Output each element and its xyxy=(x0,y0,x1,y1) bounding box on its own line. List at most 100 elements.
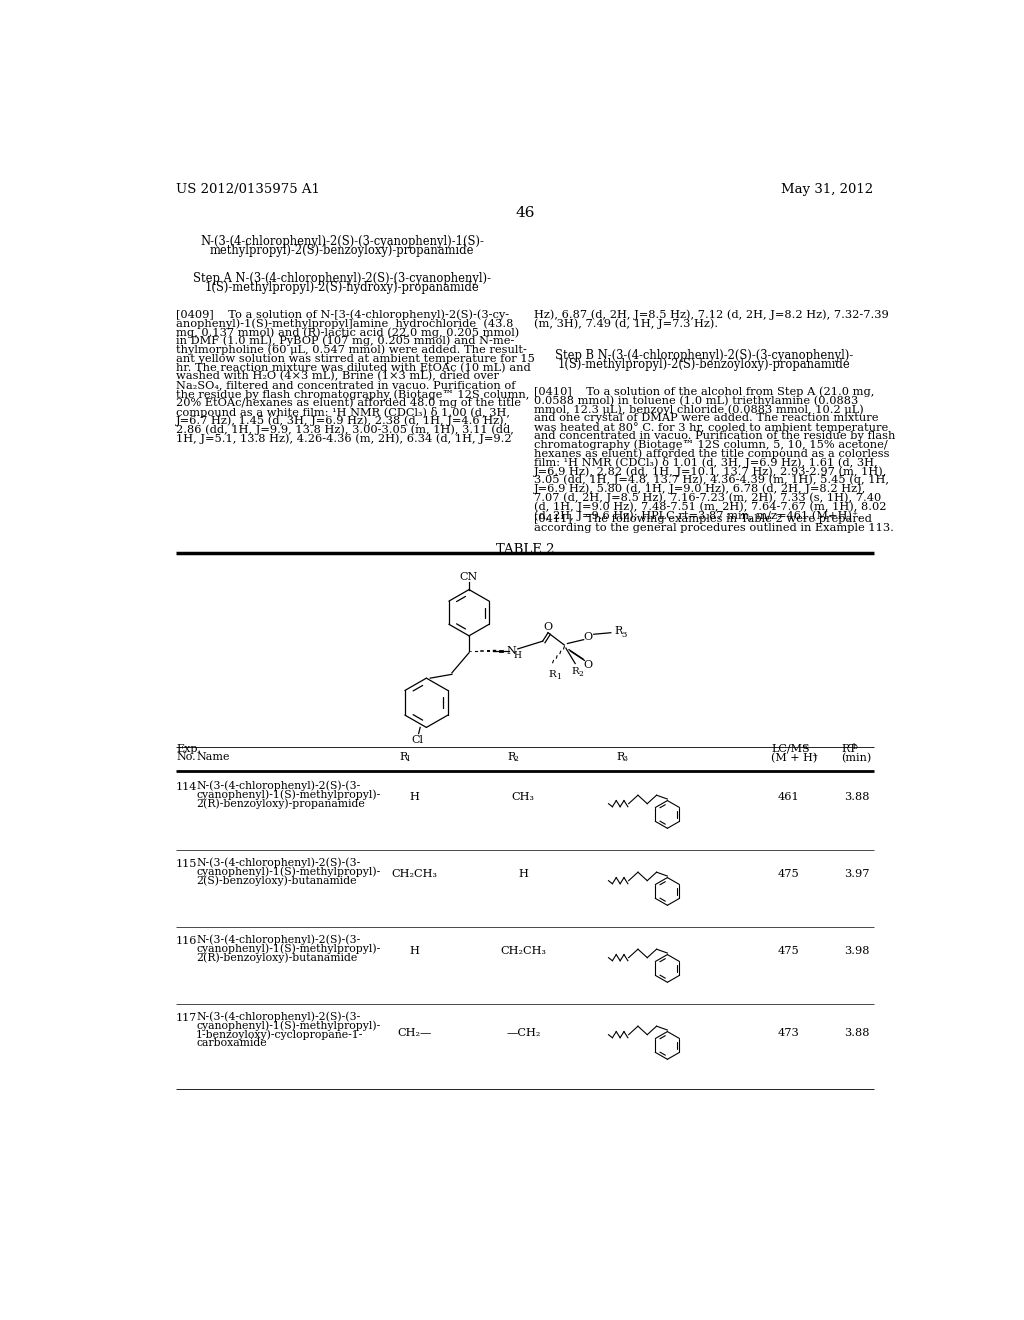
Text: H: H xyxy=(513,651,521,660)
Text: H: H xyxy=(410,792,420,803)
Text: cyanophenyl)-1(S)-methylpropyl)-: cyanophenyl)-1(S)-methylpropyl)- xyxy=(197,944,381,954)
Text: CH₂CH₃: CH₂CH₃ xyxy=(501,946,546,957)
Text: 20% EtOAc/hexanes as eluent) afforded 48.0 mg of the title: 20% EtOAc/hexanes as eluent) afforded 48… xyxy=(176,397,521,408)
Text: 3.05 (dd, 1H, J=4.8, 13.7 Hz), 4.36-4.39 (m, 1H), 5.45 (q, 1H,: 3.05 (dd, 1H, J=4.8, 13.7 Hz), 4.36-4.39… xyxy=(535,475,889,486)
Text: 1(S)-methylpropyl)-2(S)-benzoyloxy)-propanamide: 1(S)-methylpropyl)-2(S)-benzoyloxy)-prop… xyxy=(557,358,850,371)
Text: [0410]    To a solution of the alcohol from Step A (21.0 mg,: [0410] To a solution of the alcohol from… xyxy=(535,387,874,397)
Text: 117: 117 xyxy=(176,1014,198,1023)
Text: the residue by flash chromatography (Biotage™ 12S column,: the residue by flash chromatography (Bio… xyxy=(176,389,529,400)
Text: 461: 461 xyxy=(777,792,799,803)
Text: 3: 3 xyxy=(623,755,628,763)
Text: [0409]    To a solution of N-[3-(4-chlorophenyl)-2(S)-(3-cy-: [0409] To a solution of N-[3-(4-chloroph… xyxy=(176,309,509,319)
Text: Step B N-(3-(4-chlorophenyl)-2(S)-(3-cyanophenyl)-: Step B N-(3-(4-chlorophenyl)-2(S)-(3-cya… xyxy=(555,350,853,363)
Text: (min): (min) xyxy=(841,752,871,763)
Text: thylmorpholine (60 μL, 0.547 mmol) were added. The result-: thylmorpholine (60 μL, 0.547 mmol) were … xyxy=(176,345,527,355)
Text: 475: 475 xyxy=(777,946,799,957)
Text: was heated at 80° C. for 3 hr, cooled to ambient temperature: was heated at 80° C. for 3 hr, cooled to… xyxy=(535,422,889,433)
Text: RT: RT xyxy=(841,743,856,754)
Text: cyanophenyl)-1(S)-methylpropyl)-: cyanophenyl)-1(S)-methylpropyl)- xyxy=(197,866,381,876)
Text: H: H xyxy=(518,870,528,879)
Text: TABLE 2: TABLE 2 xyxy=(496,543,554,556)
Text: 1: 1 xyxy=(406,755,411,763)
Text: H: H xyxy=(410,946,420,957)
Text: b: b xyxy=(853,743,857,751)
Text: 473: 473 xyxy=(777,1028,799,1038)
Text: 115: 115 xyxy=(176,859,198,869)
Text: mg, 0.137 mmol) and (R)-lactic acid (22.0 mg, 0.205 mmol): mg, 0.137 mmol) and (R)-lactic acid (22.… xyxy=(176,327,519,338)
Text: according to the general procedures outlined in Example 113.: according to the general procedures outl… xyxy=(535,523,894,533)
Text: N-(3-(4-chlorophenyl)-2(S)-(3-: N-(3-(4-chlorophenyl)-2(S)-(3- xyxy=(197,935,360,945)
Text: Name: Name xyxy=(197,752,229,763)
Text: N-(3-(4-chlorophenyl)-2(S)-(3-: N-(3-(4-chlorophenyl)-2(S)-(3- xyxy=(197,858,360,869)
Text: 1(S)-methylpropyl)-2(S)-hydroxy)-propanamide: 1(S)-methylpropyl)-2(S)-hydroxy)-propana… xyxy=(205,281,479,294)
Text: (d, 2H, J=9.6 Hz); HPLC rt=3.87 min, m/z=461 (M+H)⁺.: (d, 2H, J=9.6 Hz); HPLC rt=3.87 min, m/z… xyxy=(535,511,862,521)
Text: in DMF (1.0 mL), PyBOP (107 mg, 0.205 mmol) and N-me-: in DMF (1.0 mL), PyBOP (107 mg, 0.205 mm… xyxy=(176,335,514,346)
Text: R: R xyxy=(548,669,556,678)
Text: Na₂SO₄, filtered and concentrated in vacuo. Purification of: Na₂SO₄, filtered and concentrated in vac… xyxy=(176,380,515,391)
Text: CH₂—: CH₂— xyxy=(397,1028,432,1038)
Text: O: O xyxy=(583,660,592,671)
Text: methylpropyl)-2(S)-benzoyloxy)-propanamide: methylpropyl)-2(S)-benzoyloxy)-propanami… xyxy=(210,244,474,257)
Text: R: R xyxy=(399,752,408,763)
Text: O: O xyxy=(583,632,592,643)
Text: R: R xyxy=(614,626,623,636)
Text: and concentrated in vacuo. Purification of the residue by flash: and concentrated in vacuo. Purification … xyxy=(535,430,895,441)
Text: and one crystal of DMAP were added. The reaction mixture: and one crystal of DMAP were added. The … xyxy=(535,413,879,422)
Text: 2: 2 xyxy=(579,671,584,678)
Text: +: + xyxy=(812,751,818,760)
Text: Cl: Cl xyxy=(411,735,423,744)
Text: 2(R)-benzoyloxy)-butanamide: 2(R)-benzoyloxy)-butanamide xyxy=(197,952,357,962)
Text: CH₃: CH₃ xyxy=(512,792,535,803)
Text: 2(R)-benzoyloxy)-propanamide: 2(R)-benzoyloxy)-propanamide xyxy=(197,799,365,809)
Text: N: N xyxy=(507,647,516,656)
Text: R: R xyxy=(571,668,579,676)
Text: 7.07 (d, 2H, J=8.5 Hz), 7.16-7.23 (m, 2H), 7.33 (s, 1H), 7.40: 7.07 (d, 2H, J=8.5 Hz), 7.16-7.23 (m, 2H… xyxy=(535,492,882,503)
Text: O: O xyxy=(544,622,553,631)
Text: compound as a white film: ¹H NMR (CDCl₃) δ 1.00 (d, 3H,: compound as a white film: ¹H NMR (CDCl₃)… xyxy=(176,407,510,417)
Text: 3.97: 3.97 xyxy=(844,870,869,879)
Text: Exp.: Exp. xyxy=(176,743,201,754)
Text: J=6.9 Hz), 2.82 (dd, 1H, J=10.1, 13.7 Hz), 2.93-2.97 (m, 1H),: J=6.9 Hz), 2.82 (dd, 1H, J=10.1, 13.7 Hz… xyxy=(535,466,888,477)
Text: N-(3-(4-chlorophenyl)-2(S)-(3-: N-(3-(4-chlorophenyl)-2(S)-(3- xyxy=(197,780,360,791)
Text: No.: No. xyxy=(176,752,196,763)
Text: N-(3-(4-chlorophenyl)-2(S)-(3-: N-(3-(4-chlorophenyl)-2(S)-(3- xyxy=(197,1011,360,1022)
Text: cyanophenyl)-1(S)-methylpropyl)-: cyanophenyl)-1(S)-methylpropyl)- xyxy=(197,789,381,800)
Text: carboxamide: carboxamide xyxy=(197,1038,267,1048)
Text: 3.88: 3.88 xyxy=(844,792,869,803)
Text: (m, 3H), 7.49 (d, 1H, J=7.3 Hz).: (m, 3H), 7.49 (d, 1H, J=7.3 Hz). xyxy=(535,318,718,329)
Text: 1: 1 xyxy=(556,673,560,681)
Text: R: R xyxy=(616,752,625,763)
Text: J=6.9 Hz), 5.80 (d, 1H, J=9.0 Hz), 6.78 (d, 2H, J=8.2 Hz),: J=6.9 Hz), 5.80 (d, 1H, J=9.0 Hz), 6.78 … xyxy=(535,483,866,494)
Text: N-(3-(4-chlorophenyl)-2(S)-(3-cyanophenyl)-1(S)-: N-(3-(4-chlorophenyl)-2(S)-(3-cyanopheny… xyxy=(200,235,483,248)
Text: LC/MS: LC/MS xyxy=(771,743,810,754)
Text: 46: 46 xyxy=(515,206,535,220)
Text: film: ¹H NMR (CDCl₃) δ 1.01 (d, 3H, J=6.9 Hz), 1.61 (d, 3H,: film: ¹H NMR (CDCl₃) δ 1.01 (d, 3H, J=6.… xyxy=(535,457,878,469)
Text: CH₂CH₃: CH₂CH₃ xyxy=(392,870,437,879)
Text: Step A N-(3-(4-chlorophenyl)-2(S)-(3-cyanophenyl)-: Step A N-(3-(4-chlorophenyl)-2(S)-(3-cya… xyxy=(193,272,490,285)
Text: 0.0588 mmol) in toluene (1.0 mL) triethylamine (0.0883: 0.0588 mmol) in toluene (1.0 mL) triethy… xyxy=(535,395,858,405)
Text: 114: 114 xyxy=(176,781,198,792)
Text: [0411]    The following examples in Table 2 were prepared: [0411] The following examples in Table 2… xyxy=(535,515,872,524)
Text: washed with H₂O (4×3 mL), Brine (1×3 mL), dried over: washed with H₂O (4×3 mL), Brine (1×3 mL)… xyxy=(176,371,499,381)
Text: Hz), 6.87 (d, 2H, J=8.5 Hz), 7.12 (d, 2H, J=8.2 Hz), 7.32-7.39: Hz), 6.87 (d, 2H, J=8.5 Hz), 7.12 (d, 2H… xyxy=(535,309,889,319)
Text: (d, 1H, J=9.0 Hz), 7.48-7.51 (m, 2H), 7.64-7.67 (m, 1H), 8.02: (d, 1H, J=9.0 Hz), 7.48-7.51 (m, 2H), 7.… xyxy=(535,502,887,512)
Text: R: R xyxy=(508,752,516,763)
Text: chromatography (Biotage™ 12S column, 5, 10, 15% acetone/: chromatography (Biotage™ 12S column, 5, … xyxy=(535,440,888,450)
Text: mmol, 12.3 μL), benzoyl chloride (0.0883 mmol, 10.2 μL): mmol, 12.3 μL), benzoyl chloride (0.0883… xyxy=(535,404,864,414)
Text: 1-benzoyloxy)-cyclopropane-1-: 1-benzoyloxy)-cyclopropane-1- xyxy=(197,1030,364,1040)
Text: 3.98: 3.98 xyxy=(844,946,869,957)
Text: hr. The reaction mixture was diluted with EtOAc (10 mL) and: hr. The reaction mixture was diluted wit… xyxy=(176,363,530,372)
Text: 3: 3 xyxy=(622,631,627,639)
Text: hexanes as eluent) afforded the title compound as a colorless: hexanes as eluent) afforded the title co… xyxy=(535,449,890,459)
Text: (M + H): (M + H) xyxy=(771,752,817,763)
Text: 2: 2 xyxy=(514,755,519,763)
Text: anophenyl)-1(S)-methylpropyl]amine  hydrochloride  (43.8: anophenyl)-1(S)-methylpropyl]amine hydro… xyxy=(176,318,513,329)
Text: 3.88: 3.88 xyxy=(844,1028,869,1038)
Text: 475: 475 xyxy=(777,870,799,879)
Text: US 2012/0135975 A1: US 2012/0135975 A1 xyxy=(176,183,319,197)
Text: CN: CN xyxy=(460,573,478,582)
Text: —CH₂: —CH₂ xyxy=(506,1028,541,1038)
Text: J=6.7 Hz), 1.45 (d, 3H, J=6.9 Hz), 2.38 (d, 1H, J=4.6 Hz),: J=6.7 Hz), 1.45 (d, 3H, J=6.9 Hz), 2.38 … xyxy=(176,416,508,426)
Text: cyanophenyl)-1(S)-methylpropyl)-: cyanophenyl)-1(S)-methylpropyl)- xyxy=(197,1020,381,1031)
Text: May 31, 2012: May 31, 2012 xyxy=(781,183,873,197)
